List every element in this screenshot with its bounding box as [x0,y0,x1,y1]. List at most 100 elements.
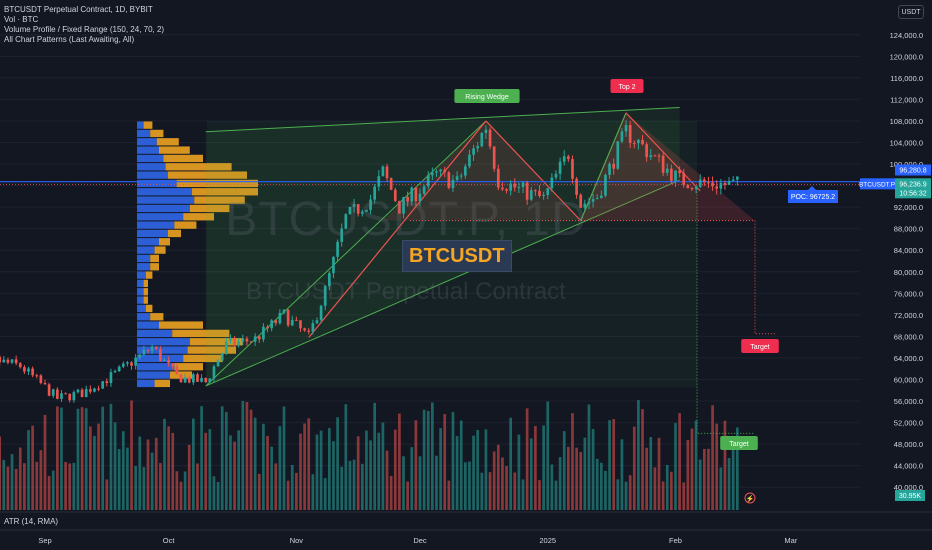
volume-profile-sell-bar [145,304,153,313]
candle-body [171,363,175,367]
volume-bar [678,413,681,510]
red-target-projection [754,220,775,335]
volume-bar [200,406,203,510]
volume-profile-buy-bar [137,288,144,296]
candle-body [529,190,533,200]
volume-bar [262,423,265,510]
price-axis-tick: 92,000.0 [894,203,923,212]
volume-bar [604,470,607,510]
legend-symbol[interactable]: BTCUSDT Perpetual Contract, 1D, BYBIT [4,5,153,14]
candle-body [645,144,648,158]
candle-body [418,193,422,202]
candle-body [443,169,447,173]
volume-bar [340,466,344,510]
candle-body [546,188,550,195]
volume-bar [352,459,356,510]
volume-bar [377,432,381,510]
volume-bar [707,448,710,510]
volume-bar [154,437,158,510]
volume-profile-sell-bar [145,271,153,279]
candle-body [307,330,311,332]
candle-body [117,366,121,372]
volume-bar [381,422,385,510]
volume-bar [414,420,418,510]
volume-bar [220,406,224,510]
candle-body [459,175,463,177]
volume-profile-sell-bar [183,213,214,221]
volume-bar [224,411,228,510]
wedge-lower-line [205,179,680,387]
candle-body [278,312,282,324]
volume-bar [583,437,587,510]
currency-button[interactable]: USDT [898,5,924,19]
legend-chart-patterns[interactable]: All Chart Patterns (Last Awaiting, All) [4,35,135,44]
candle-body [175,366,179,375]
volume-bar [509,417,512,510]
volume-bar [468,461,471,510]
price-axis-tick: 104,000.0 [890,139,923,148]
volume-profile-buy-bar [137,313,151,321]
volume-profile-sell-bar [154,379,170,388]
atr-pane-label[interactable]: ATR (14, RMA) [4,517,59,526]
volume-bar [674,423,677,510]
price-axis-tick: 84,000.0 [894,246,923,255]
legend-volume[interactable]: Vol · BTC [4,15,39,24]
volume-bar [620,439,624,510]
volume-bar [109,403,113,510]
volume-profile-buy-bar [137,171,168,179]
candle-body [703,179,706,183]
volume-bar [336,417,339,510]
volume-bar [84,408,88,510]
volume-bar [406,481,409,510]
volume-bar [68,463,72,510]
volume-bar [126,447,129,510]
candle-body [303,328,306,331]
candle-body [410,187,414,202]
volume-bar [18,447,22,510]
candle-body [328,273,331,287]
atr-tag: 30.95K [899,493,922,500]
candle-body [468,154,471,167]
price-tag-2: 96,236.9 [899,181,926,188]
candle-body [299,320,302,329]
candle-body [373,186,377,200]
volume-bar [348,460,352,510]
volume-profile-buy-bar [137,229,168,238]
volume-bar [410,447,414,510]
price-axis-tick: 40,000.0 [894,483,923,492]
candle-body [14,359,18,364]
volume-bar [64,462,67,510]
price-tag-2-bg [895,178,931,199]
volume-profile-buy-bar [137,221,175,229]
volume-profile-buy-bar [137,121,144,129]
volume-bar [328,428,331,510]
candle-body [731,179,735,181]
volume-bar [356,436,360,510]
candle-body [150,346,154,351]
legend-volume-profile[interactable]: Volume Profile / Fixed Range (150, 24, 7… [4,25,165,34]
volume-bar [159,463,162,510]
candle-body [146,349,150,351]
candle-body [521,182,525,187]
volume-bar [31,425,34,510]
volume-bar [501,457,504,510]
candle-body [109,372,113,384]
candle-body [187,377,191,383]
volume-profile-buy-bar [137,363,175,371]
volume-bar [418,456,422,510]
volume-bar [167,426,170,510]
volume-bar [472,435,475,510]
volume-bar [632,426,636,510]
green-target-label-bg [720,436,758,450]
candle-body [64,393,67,395]
volume-bar [628,475,632,510]
volume-bar [14,468,18,510]
candle-body [476,146,480,149]
volume-profile-buy-bar [137,138,157,146]
top2-label-bg [610,79,644,93]
candle-body [620,131,624,142]
candle-body [60,393,63,399]
candle-body [694,187,698,189]
candle-body [315,320,319,324]
